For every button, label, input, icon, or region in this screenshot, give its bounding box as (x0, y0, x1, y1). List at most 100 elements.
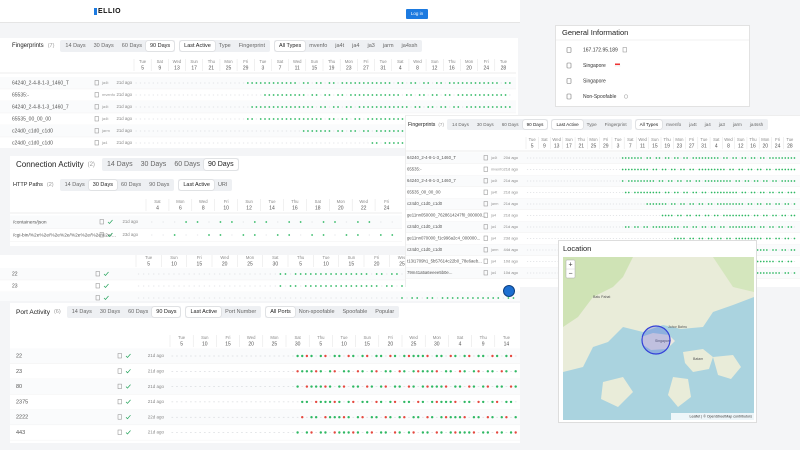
activity-dot (655, 157, 658, 159)
tab[interactable]: 60 Days (121, 43, 142, 49)
activity-dot (466, 297, 469, 299)
land (563, 257, 633, 327)
tab[interactable]: Fingerprint (238, 43, 266, 49)
tab[interactable]: ja4ssh (401, 43, 418, 49)
activity-dot (431, 297, 434, 299)
tab[interactable]: 14 Days (106, 161, 133, 168)
tab[interactable]: 90 Days (204, 159, 238, 170)
tab[interactable]: ja4ssh (749, 122, 764, 127)
activity-dot (302, 118, 305, 120)
day-label: 15 (652, 143, 658, 149)
weekday-label: Sun (245, 199, 253, 204)
activity-dot (686, 191, 688, 194)
tab[interactable]: Last Active (552, 120, 583, 129)
type: jarm (490, 248, 498, 252)
day-label: 24 (775, 143, 781, 149)
activity-dot (486, 431, 490, 434)
weekday-label: Tue (786, 137, 794, 142)
place-label: Batam (693, 357, 703, 361)
tab[interactable]: 14 Days (64, 182, 85, 188)
activity-dot (388, 82, 391, 84)
activity-dot (759, 237, 762, 240)
activity-dot (314, 273, 317, 275)
tab[interactable]: 30 Days (93, 43, 114, 49)
tab[interactable]: Last Active (186, 307, 222, 317)
tab[interactable]: ja4t (689, 122, 697, 127)
activity-dot (289, 285, 292, 287)
zoom-out[interactable]: − (568, 270, 572, 277)
fingerprints-table: Tue5Sat9Wed13Sun17Thu21Mon25Fri29Tue3Sat… (0, 59, 516, 146)
activity-dot (649, 180, 652, 182)
tab[interactable]: 14 Days (452, 122, 469, 127)
tab[interactable]: Last Active (179, 180, 214, 190)
activity-dot (315, 118, 318, 120)
activity-dot (492, 297, 495, 299)
tab[interactable]: ja4 (352, 43, 360, 49)
tab[interactable]: Spoofable (342, 309, 368, 315)
login-button[interactable]: Log in (406, 9, 428, 19)
tab[interactable]: Type (586, 122, 597, 127)
tab[interactable]: 30 Days (140, 161, 167, 168)
tab[interactable]: 90 Days (145, 41, 175, 51)
tab[interactable]: URI (217, 182, 228, 188)
activity-dot (787, 157, 790, 159)
tab[interactable]: 60 Days (120, 182, 142, 188)
tab[interactable]: mvenfo (666, 122, 682, 127)
activity-dot (495, 385, 499, 388)
activity-dot (398, 385, 401, 388)
logo-mark (94, 8, 97, 15)
tab[interactable]: ja3 (718, 122, 725, 127)
activity-dot (744, 191, 747, 194)
activity-dot (294, 118, 296, 120)
tab[interactable]: ja4 (704, 122, 711, 127)
tab[interactable]: All Types (275, 41, 306, 51)
tab[interactable]: 30 Days (476, 122, 494, 127)
tab[interactable]: 30 Days (88, 180, 117, 190)
last-active: 21d ago (116, 104, 132, 109)
activity-dot (695, 191, 698, 194)
tab[interactable]: 60 Days (501, 122, 519, 127)
subsection-title: HTTP Paths (13, 182, 43, 188)
tab[interactable]: 90 Days (152, 307, 181, 317)
scroll-top-button[interactable] (503, 285, 515, 297)
tab[interactable]: Fingerprint (604, 122, 627, 127)
activity-dot (707, 214, 710, 217)
activity-dot (338, 416, 341, 419)
weekday-label: Tue (340, 335, 348, 340)
day-label: 23 (346, 65, 352, 71)
tab-group: Last Active Port Number (185, 306, 262, 318)
tab[interactable]: Last Active (180, 41, 215, 51)
activity-dot (514, 431, 517, 434)
activity-dot (345, 118, 348, 120)
tab[interactable]: 90 Days (149, 182, 170, 188)
tab[interactable]: 90 Days (522, 120, 548, 129)
tab[interactable]: Popular (375, 309, 395, 315)
tab[interactable]: ja4t (335, 43, 345, 49)
tab[interactable]: 30 Days (99, 309, 121, 315)
tab[interactable]: jarm (382, 43, 394, 49)
activity-dot (500, 94, 503, 96)
activity-dot (403, 354, 406, 358)
activity-dot (375, 142, 378, 144)
tab[interactable]: Port Number (225, 309, 257, 315)
tab[interactable]: Non-spoofable (298, 309, 335, 315)
tab[interactable]: 14 Days (65, 43, 86, 49)
activity-dot (435, 354, 438, 358)
tab[interactable]: mvenfo (309, 43, 328, 49)
day-label: 4 (715, 143, 718, 149)
activity-dot (496, 106, 498, 108)
tab[interactable]: ja3 (367, 43, 375, 49)
activity-dot (380, 118, 382, 120)
activity-dot (514, 385, 517, 388)
zoom-in[interactable]: + (568, 261, 572, 268)
tab[interactable]: All Types (635, 120, 663, 129)
row-band (406, 221, 800, 233)
tab[interactable]: 60 Days (128, 309, 149, 315)
tab[interactable]: 14 Days (71, 309, 92, 315)
activity-dot (426, 297, 429, 299)
activity-dot (333, 400, 336, 404)
tab[interactable]: Type (218, 43, 231, 49)
tab[interactable]: All Ports (266, 307, 295, 317)
tab[interactable]: jarm (732, 122, 742, 127)
tab[interactable]: 60 Days (174, 161, 200, 168)
